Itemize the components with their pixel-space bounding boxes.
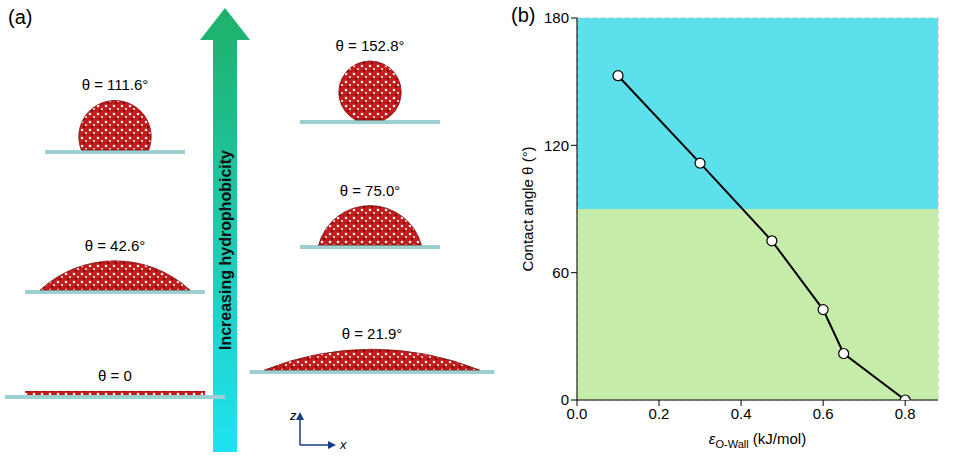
svg-text:θ = 42.6°: θ = 42.6° [85,237,146,254]
svg-text:θ = 152.8°: θ = 152.8° [336,37,405,54]
html-text:(b): (b) [511,4,536,26]
svg-text:Increasing hydrophobicity: Increasing hydrophobicity [217,150,234,350]
svg-text:0.2: 0.2 [649,405,670,422]
svg-text:θ = 21.9°: θ = 21.9° [342,325,403,342]
svg-text:θ = 0: θ = 0 [98,367,132,384]
svg-text:θ = 75.0°: θ = 75.0° [340,182,401,199]
svg-text:θ = 111.6°: θ = 111.6° [82,76,149,93]
svg-text:60: 60 [552,264,569,281]
svg-text:0: 0 [561,391,569,408]
svg-text:εO-Wall (kJ/mol): εO-Wall (kJ/mol) [709,430,806,450]
svg-text:Contact angle θ (°): Contact angle θ (°) [519,146,536,271]
svg-text:120: 120 [544,137,569,154]
svg-text:0.0: 0.0 [567,405,588,422]
svg-text:(a): (a) [8,6,32,28]
svg-text:z: z [289,408,297,423]
svg-text:x: x [339,437,347,452]
svg-text:0.8: 0.8 [895,405,916,422]
svg-text:0.4: 0.4 [731,405,752,422]
svg-text:0.6: 0.6 [813,405,834,422]
svg-text:180: 180 [544,9,569,26]
